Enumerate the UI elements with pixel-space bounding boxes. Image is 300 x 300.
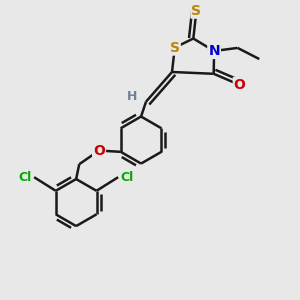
Text: Cl: Cl — [120, 171, 134, 184]
Text: H: H — [127, 90, 138, 103]
Text: S: S — [191, 4, 201, 18]
Text: O: O — [234, 78, 246, 92]
Text: Cl: Cl — [19, 171, 32, 184]
Text: O: O — [93, 144, 105, 158]
Text: N: N — [208, 44, 220, 58]
Text: S: S — [170, 40, 180, 55]
